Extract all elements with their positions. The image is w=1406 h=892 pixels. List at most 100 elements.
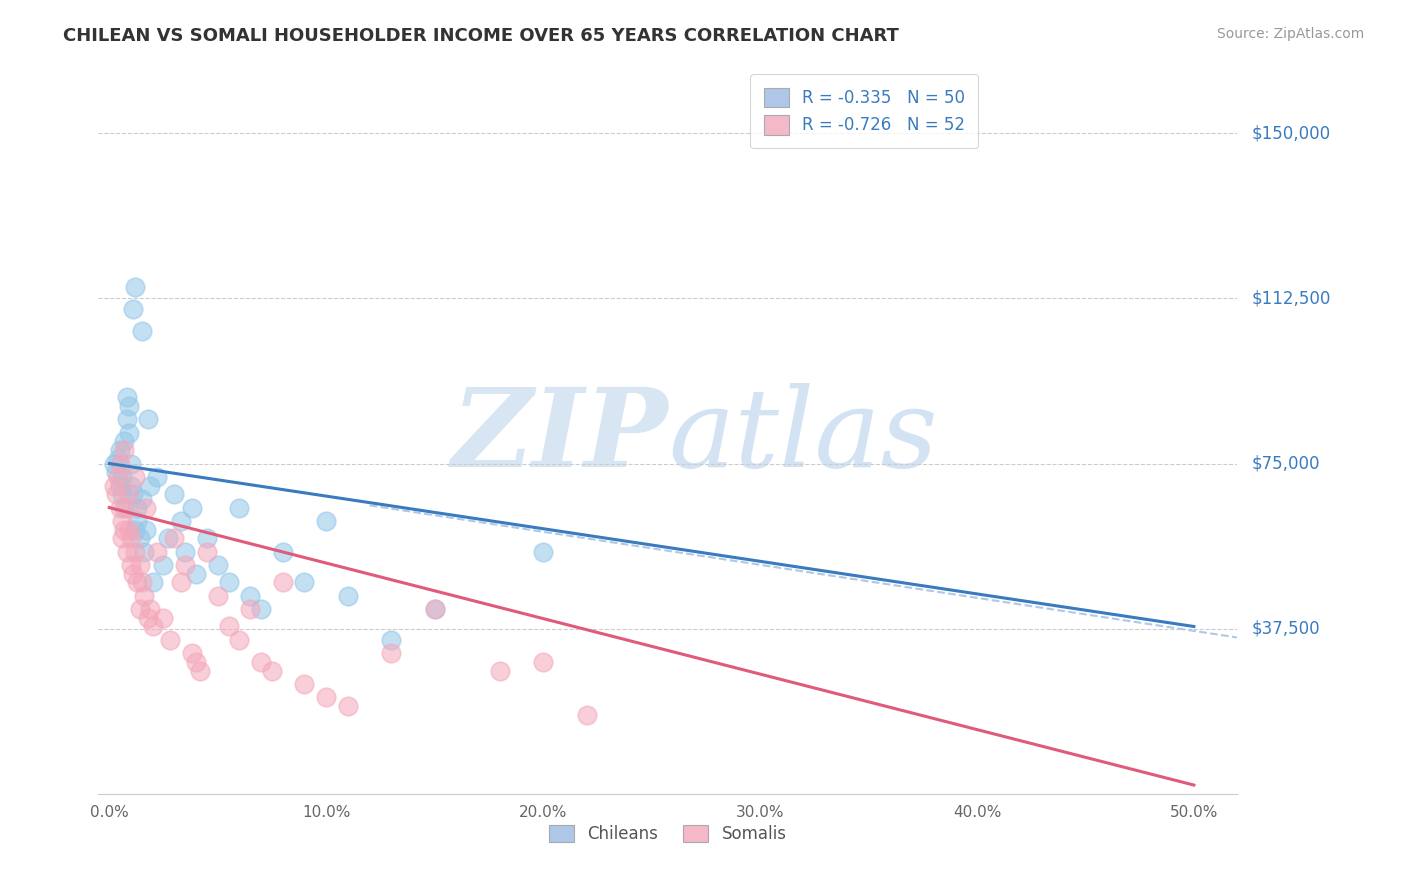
Point	[170, 575, 193, 590]
Point	[124, 523, 146, 537]
Point	[114, 434, 136, 449]
Point	[114, 443, 136, 458]
Point	[122, 302, 145, 317]
Point	[190, 664, 212, 678]
Point	[135, 523, 157, 537]
Point	[423, 602, 446, 616]
Point	[146, 469, 169, 483]
Point	[228, 632, 250, 647]
Point	[228, 500, 250, 515]
Point	[336, 698, 359, 713]
Point	[124, 544, 146, 558]
Point	[122, 566, 145, 581]
Point	[124, 280, 146, 294]
Point	[120, 558, 142, 572]
Point	[103, 457, 125, 471]
Point	[118, 399, 141, 413]
Point	[271, 544, 294, 558]
Text: $37,500: $37,500	[1251, 620, 1320, 638]
Point	[131, 324, 153, 338]
Text: Source: ZipAtlas.com: Source: ZipAtlas.com	[1216, 27, 1364, 41]
Text: $75,000: $75,000	[1251, 455, 1320, 473]
Point	[294, 575, 316, 590]
Point	[132, 589, 155, 603]
Point	[127, 500, 149, 515]
Point	[184, 566, 207, 581]
Point	[531, 544, 554, 558]
Point	[127, 575, 149, 590]
Point	[142, 575, 165, 590]
Point	[294, 677, 316, 691]
Point	[488, 664, 510, 678]
Point	[174, 544, 197, 558]
Point	[271, 575, 294, 590]
Point	[531, 655, 554, 669]
Point	[103, 478, 125, 492]
Point	[218, 619, 240, 633]
Point	[184, 655, 207, 669]
Point	[195, 544, 218, 558]
Point	[111, 514, 134, 528]
Point	[207, 558, 229, 572]
Point	[380, 646, 402, 660]
Point	[108, 500, 131, 515]
Legend: Chileans, Somalis: Chileans, Somalis	[543, 818, 793, 850]
Point	[128, 532, 150, 546]
Point	[156, 532, 179, 546]
Point	[108, 478, 131, 492]
Point	[195, 532, 218, 546]
Point	[111, 532, 134, 546]
Point	[315, 690, 337, 704]
Point	[180, 646, 202, 660]
Point	[170, 514, 193, 528]
Point	[423, 602, 446, 616]
Point	[135, 500, 157, 515]
Point	[260, 664, 283, 678]
Point	[108, 443, 131, 458]
Point	[315, 514, 337, 528]
Point	[180, 500, 202, 515]
Point	[132, 544, 155, 558]
Point	[142, 619, 165, 633]
Point	[122, 487, 145, 501]
Point	[115, 544, 138, 558]
Point	[250, 655, 273, 669]
Point	[139, 478, 162, 492]
Point	[114, 523, 136, 537]
Point	[250, 602, 273, 616]
Point	[108, 457, 131, 471]
Point	[380, 632, 402, 647]
Point	[159, 632, 181, 647]
Point	[131, 491, 153, 506]
Point	[115, 500, 138, 515]
Point	[107, 452, 129, 467]
Text: ZIP: ZIP	[451, 384, 668, 491]
Point	[336, 589, 359, 603]
Point	[163, 532, 186, 546]
Point	[124, 469, 146, 483]
Text: $150,000: $150,000	[1251, 124, 1330, 142]
Point	[152, 558, 174, 572]
Point	[118, 487, 141, 501]
Point	[118, 523, 141, 537]
Text: atlas: atlas	[668, 384, 938, 491]
Point	[104, 466, 127, 480]
Point	[111, 487, 134, 501]
Point	[111, 469, 134, 483]
Point	[136, 412, 159, 426]
Point	[104, 487, 127, 501]
Point	[136, 610, 159, 624]
Point	[174, 558, 197, 572]
Point	[118, 425, 141, 440]
Point	[207, 589, 229, 603]
Point	[146, 544, 169, 558]
Point	[115, 391, 138, 405]
Point	[218, 575, 240, 590]
Point	[107, 469, 129, 483]
Point	[131, 575, 153, 590]
Point	[127, 514, 149, 528]
Point	[114, 500, 136, 515]
Point	[239, 602, 262, 616]
Point	[120, 532, 142, 546]
Point	[115, 412, 138, 426]
